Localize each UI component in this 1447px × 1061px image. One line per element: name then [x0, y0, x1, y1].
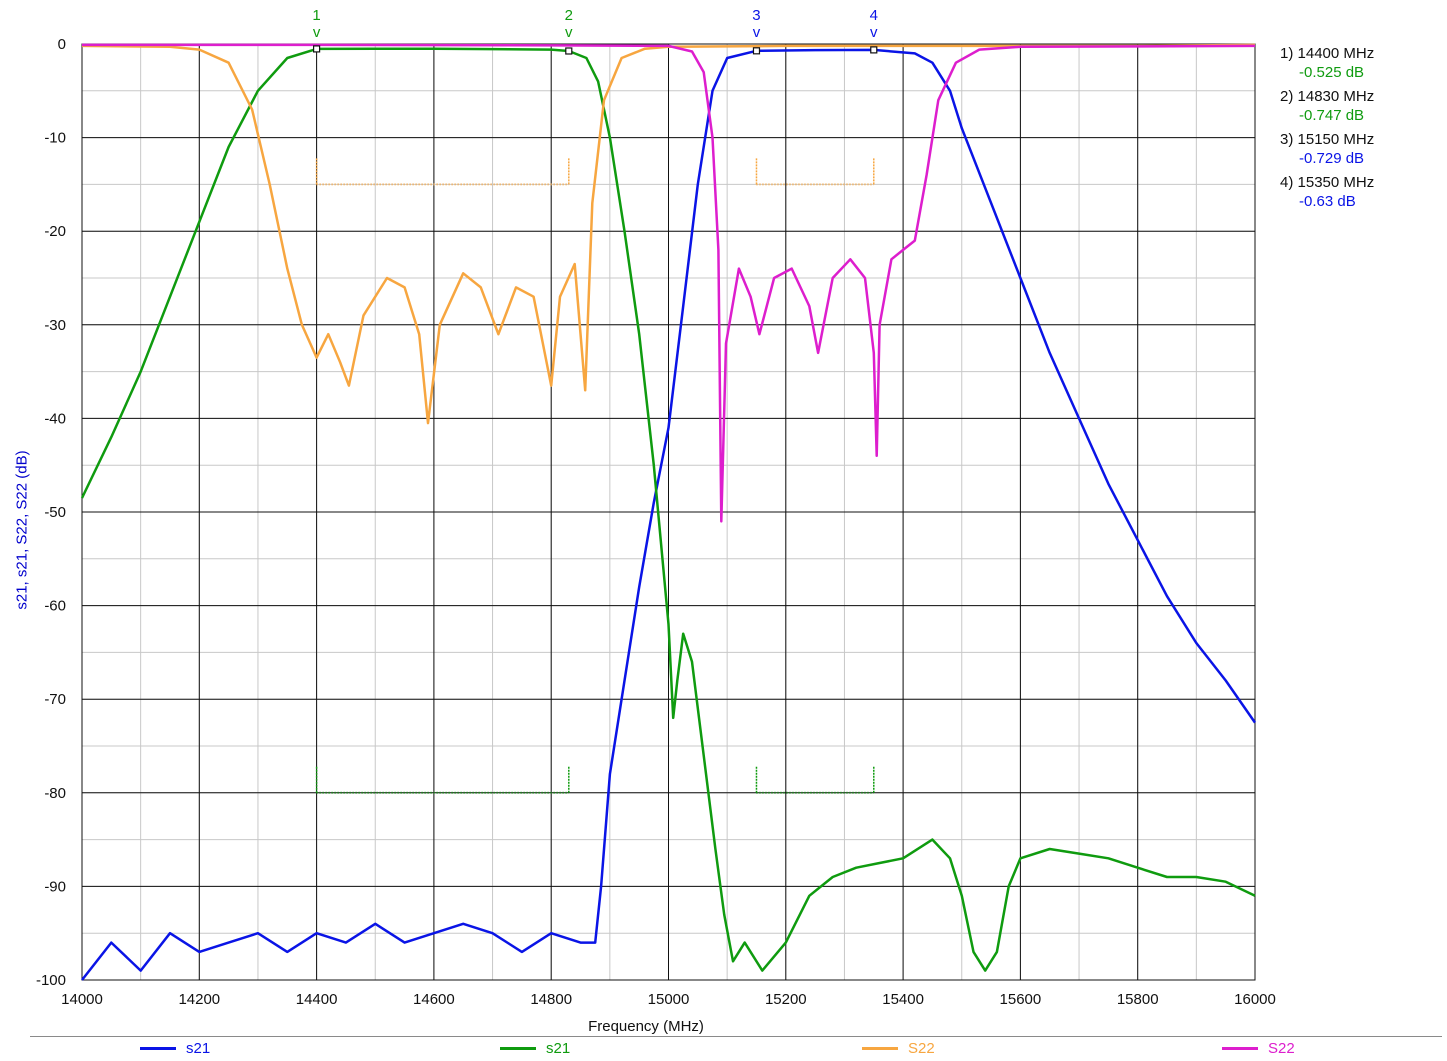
x-tick-label: 14600: [413, 991, 455, 1008]
x-tick-label: 16000: [1234, 991, 1276, 1008]
legend-item: S22: [862, 1040, 935, 1057]
x-tick-label: 15600: [1000, 991, 1042, 1008]
y-tick-label: -40: [44, 410, 66, 427]
x-tick-label: 15200: [765, 991, 807, 1008]
marker-readout-frequency: 2) 14830 MHz: [1280, 88, 1375, 105]
series-line-s21-1: [81, 48, 1257, 981]
marker-number: 2: [565, 7, 573, 24]
legend-label: s21: [546, 1040, 571, 1057]
y-tick-label: -20: [44, 223, 66, 240]
x-tick-label: 15000: [648, 991, 690, 1008]
legend-swatch: [140, 1047, 176, 1050]
legend-item: s21: [140, 1040, 210, 1057]
legend-label: S22: [1268, 1040, 1295, 1057]
marker-glyph: v: [753, 24, 761, 41]
marker-readout-frequency: 1) 14400 MHz: [1280, 45, 1375, 62]
marker-point: [565, 47, 573, 55]
marker-number: 4: [870, 7, 878, 24]
marker-glyph: v: [313, 24, 321, 41]
legend-swatch: [862, 1047, 898, 1050]
marker-readout: 2) 14830 MHz -0.747 dB: [1280, 87, 1374, 125]
marker-readout: 4) 15350 MHz -0.63 dB: [1280, 173, 1374, 211]
marker-point: [752, 47, 761, 55]
spec-masks: [315, 158, 875, 794]
y-tick-label: -70: [44, 691, 66, 708]
marker-glyph: v: [870, 24, 878, 41]
marker-readout-panel: 1) 14400 MHz -0.525 dB 2) 14830 MHz -0.747 …: [1280, 44, 1374, 216]
marker-readout-value: -0.729 dB: [1299, 150, 1365, 167]
marker-readout: 3) 15150 MHz -0.729 dB: [1280, 130, 1374, 168]
grid: [81, 43, 1256, 981]
y-tick-label: 0: [58, 36, 66, 53]
tick-labels: 14000 14200 14400 14600 14800 15000 15200 15400…: [36, 36, 1276, 1008]
legend-separator: [30, 1036, 1442, 1037]
marker-point: [870, 46, 878, 54]
legend-item: s21: [500, 1040, 570, 1057]
marker-glyph: v: [565, 24, 573, 41]
plot-frame: [81, 43, 1256, 981]
legend-label: s21: [186, 1040, 211, 1057]
y-tick-label: -90: [44, 878, 66, 895]
marker-readout-value: -0.525 dB: [1299, 64, 1365, 81]
x-tick-label: 14400: [296, 991, 338, 1008]
legend-item: S22: [1222, 1040, 1295, 1057]
marker-readout: 1) 14400 MHz -0.525 dB: [1280, 44, 1374, 82]
y-tick-label: -30: [44, 317, 66, 334]
x-axis-label: Frequency (MHz): [588, 1018, 704, 1035]
marker-number: 1: [312, 7, 320, 24]
legend-label: S22: [908, 1040, 935, 1057]
y-tick-label: -10: [44, 130, 66, 147]
series-layer: [80, 43, 1257, 981]
y-tick-label: -100: [36, 972, 66, 989]
y-tick-label: -80: [44, 785, 66, 802]
marker-readout-frequency: 3) 15150 MHz: [1280, 131, 1375, 148]
x-tick-label: 14200: [178, 991, 220, 1008]
marker-readout-value: -0.747 dB: [1299, 107, 1365, 124]
marker-readout-value: -0.63 dB: [1299, 193, 1356, 210]
legend-swatch: [1222, 1047, 1258, 1050]
series-line-s21-2: [80, 47, 1256, 972]
marker-number: 3: [752, 7, 760, 24]
y-axis-label: s21, s21, S22, S22 (dB): [13, 450, 31, 610]
marker-point: [313, 45, 321, 53]
x-tick-label: 15400: [882, 991, 924, 1008]
series-line-s22-4: [82, 43, 1256, 523]
x-tick-label: 14000: [61, 991, 103, 1008]
x-tick-label: 14800: [530, 991, 572, 1008]
legend: s21 s21 S22 S22: [0, 1036, 1447, 1061]
marker-readout-frequency: 4) 15350 MHz: [1280, 174, 1375, 191]
y-tick-label: -50: [44, 504, 66, 521]
legend-swatch: [500, 1047, 536, 1050]
x-tick-label: 15800: [1117, 991, 1159, 1008]
y-tick-label: -60: [44, 598, 66, 615]
